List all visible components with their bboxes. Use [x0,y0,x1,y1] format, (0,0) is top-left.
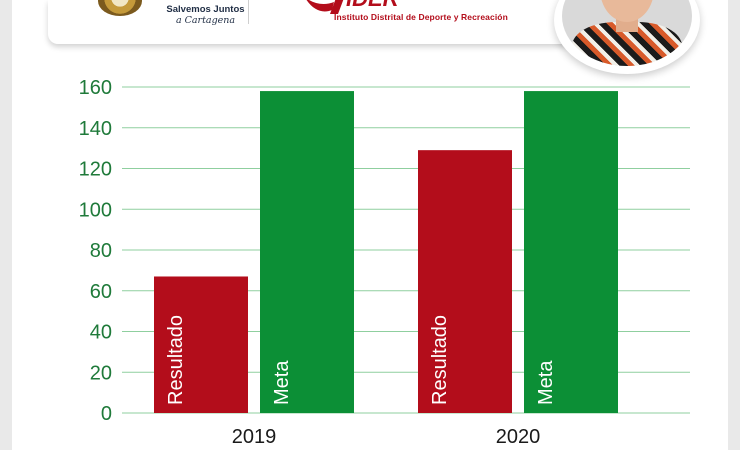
y-tick-label: 160 [79,77,112,99]
alcaldia-logo-text: Salvemos Juntos a Cartagena [158,4,253,26]
header-bar: Salvemos Juntos a Cartagena IDER Institu… [48,0,600,44]
y-tick-label: 100 [79,199,112,221]
x-category-label: 2019 [232,426,277,448]
ider-logo-text: IDER [346,0,399,11]
bar-label-resultado: Resultado [165,315,187,405]
bars [154,91,618,413]
ider-subtitle: Instituto Distrital de Deporte y Recreac… [334,12,508,22]
bar-meta-2019 [260,91,354,413]
y-tick-label: 20 [90,362,112,384]
alcaldia-line2: a Cartagena [175,15,236,26]
y-tick-label: 0 [101,403,112,425]
ider-logo-icon: IDER [306,0,399,14]
bar-label-meta: Meta [535,360,557,405]
bar-resultado-2019 [154,276,248,413]
bar-resultado-2020 [418,150,512,413]
bar-meta-2020 [524,91,618,413]
bar-labels: Resultado Meta Resultado Meta [165,315,557,405]
x-category-label: 2020 [496,426,541,448]
y-axis-ticks: 0 20 40 60 80 100 120 140 160 [79,77,112,425]
cartagena-seal-icon [98,0,142,16]
avatar [554,0,700,74]
y-tick-label: 140 [79,118,112,140]
x-axis-categories: 2019 2020 [232,426,541,448]
y-tick-label: 80 [90,240,112,262]
y-tick-label: 60 [90,281,112,303]
bar-label-resultado: Resultado [429,315,451,405]
alcaldia-line1: Salvemos Juntos [166,4,245,15]
header-divider [248,0,249,24]
y-tick-label: 120 [79,159,112,181]
y-tick-label: 40 [90,322,112,344]
bar-label-meta: Meta [271,360,293,405]
avatar-photo [562,0,692,66]
